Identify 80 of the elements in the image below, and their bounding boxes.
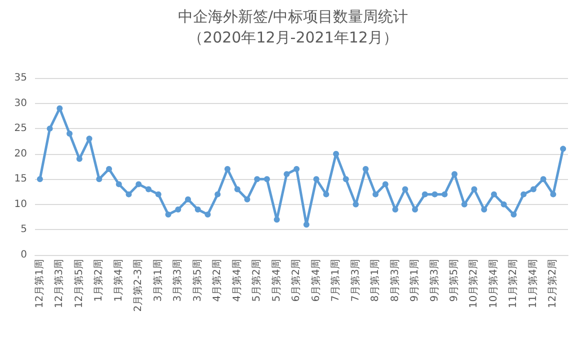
x-tick-label: 8月第3周 [388,259,401,302]
x-tick-label: 12月第2周 [546,259,559,308]
point [412,206,418,212]
x-tick-label: 9月第3周 [428,259,440,302]
point [500,201,507,208]
point [530,186,536,192]
point [560,146,566,152]
x-tick-label: 4月第4周 [230,259,243,302]
x-tick-label: 10月第2周 [468,259,480,308]
point [66,130,73,137]
point [165,212,172,218]
y-tick-label: 15 [14,174,27,185]
point [106,166,112,172]
point [264,176,270,182]
point [442,191,448,198]
point [184,196,191,202]
point [520,191,527,198]
point [126,191,132,198]
point [284,171,290,178]
point [36,176,43,182]
point [432,191,438,198]
point [342,176,349,182]
x-tick-label: 10月第4周 [487,259,500,308]
x-tick-label: 4月第2周 [211,259,224,302]
point [422,191,428,198]
point [234,186,240,192]
x-tick-label: 1月第4周 [112,259,124,302]
y-tick-label: 0 [20,250,27,260]
point [303,222,310,228]
point [46,126,53,132]
point [333,150,340,157]
x-tick-label: 5月第2周 [250,259,263,302]
x-tick-label: 3月第3周 [172,259,184,302]
y-tick-label: 35 [14,72,27,84]
x-tick-label: 3月第1周 [152,259,164,302]
point [244,196,250,202]
x-tick-label: 9月第5周 [448,259,460,302]
x-tick-label: 2月第2-3周 [132,259,144,312]
point [382,181,388,188]
x-tick-label: 6月第2周 [290,259,302,302]
point [471,186,478,192]
y-tick-label: 20 [14,148,27,160]
y-tick-label: 30 [14,98,27,109]
point [116,181,122,188]
point [155,191,162,198]
point [461,201,468,208]
point [294,166,300,172]
x-tick-label: 12月第5周 [72,259,85,308]
chart-title: 中企海外新签/中标项目数量周统计 [178,8,408,26]
x-tick-label: 11月第2周 [507,259,520,308]
point [510,212,517,218]
point [372,191,379,198]
point [214,191,221,198]
x-tick-label: 8月第1周 [369,259,382,302]
x-tick-label: 11月第4周 [526,259,539,308]
y-tick-label: 25 [14,123,27,134]
x-tick-label: 6月第4周 [310,259,322,302]
point [402,186,408,192]
x-tick-label: 9月第1周 [408,259,421,302]
point [194,206,201,212]
x-tick-label: 12月第1周 [33,259,46,308]
x-tick-label: 3月第5周 [191,259,204,302]
y-tick-label: 10 [14,198,27,210]
x-tick-label: 5月第4周 [270,259,282,302]
point [274,216,280,223]
point [96,176,102,182]
point [481,206,488,212]
x-tick-label: 1月第2周 [92,259,105,302]
chart-subtitle: （2020年12月-2021年12月） [188,28,398,46]
point [136,181,142,188]
point [175,206,182,212]
point [204,212,211,218]
x-tick-label: 12月第3周 [53,259,66,308]
point [490,191,497,198]
point [146,186,152,192]
x-tick-label: 7月第3周 [349,259,362,302]
point [540,176,546,182]
x-tick-label: 7月第1周 [330,259,342,302]
y-tick-label: 5 [20,224,27,236]
point [254,176,260,182]
